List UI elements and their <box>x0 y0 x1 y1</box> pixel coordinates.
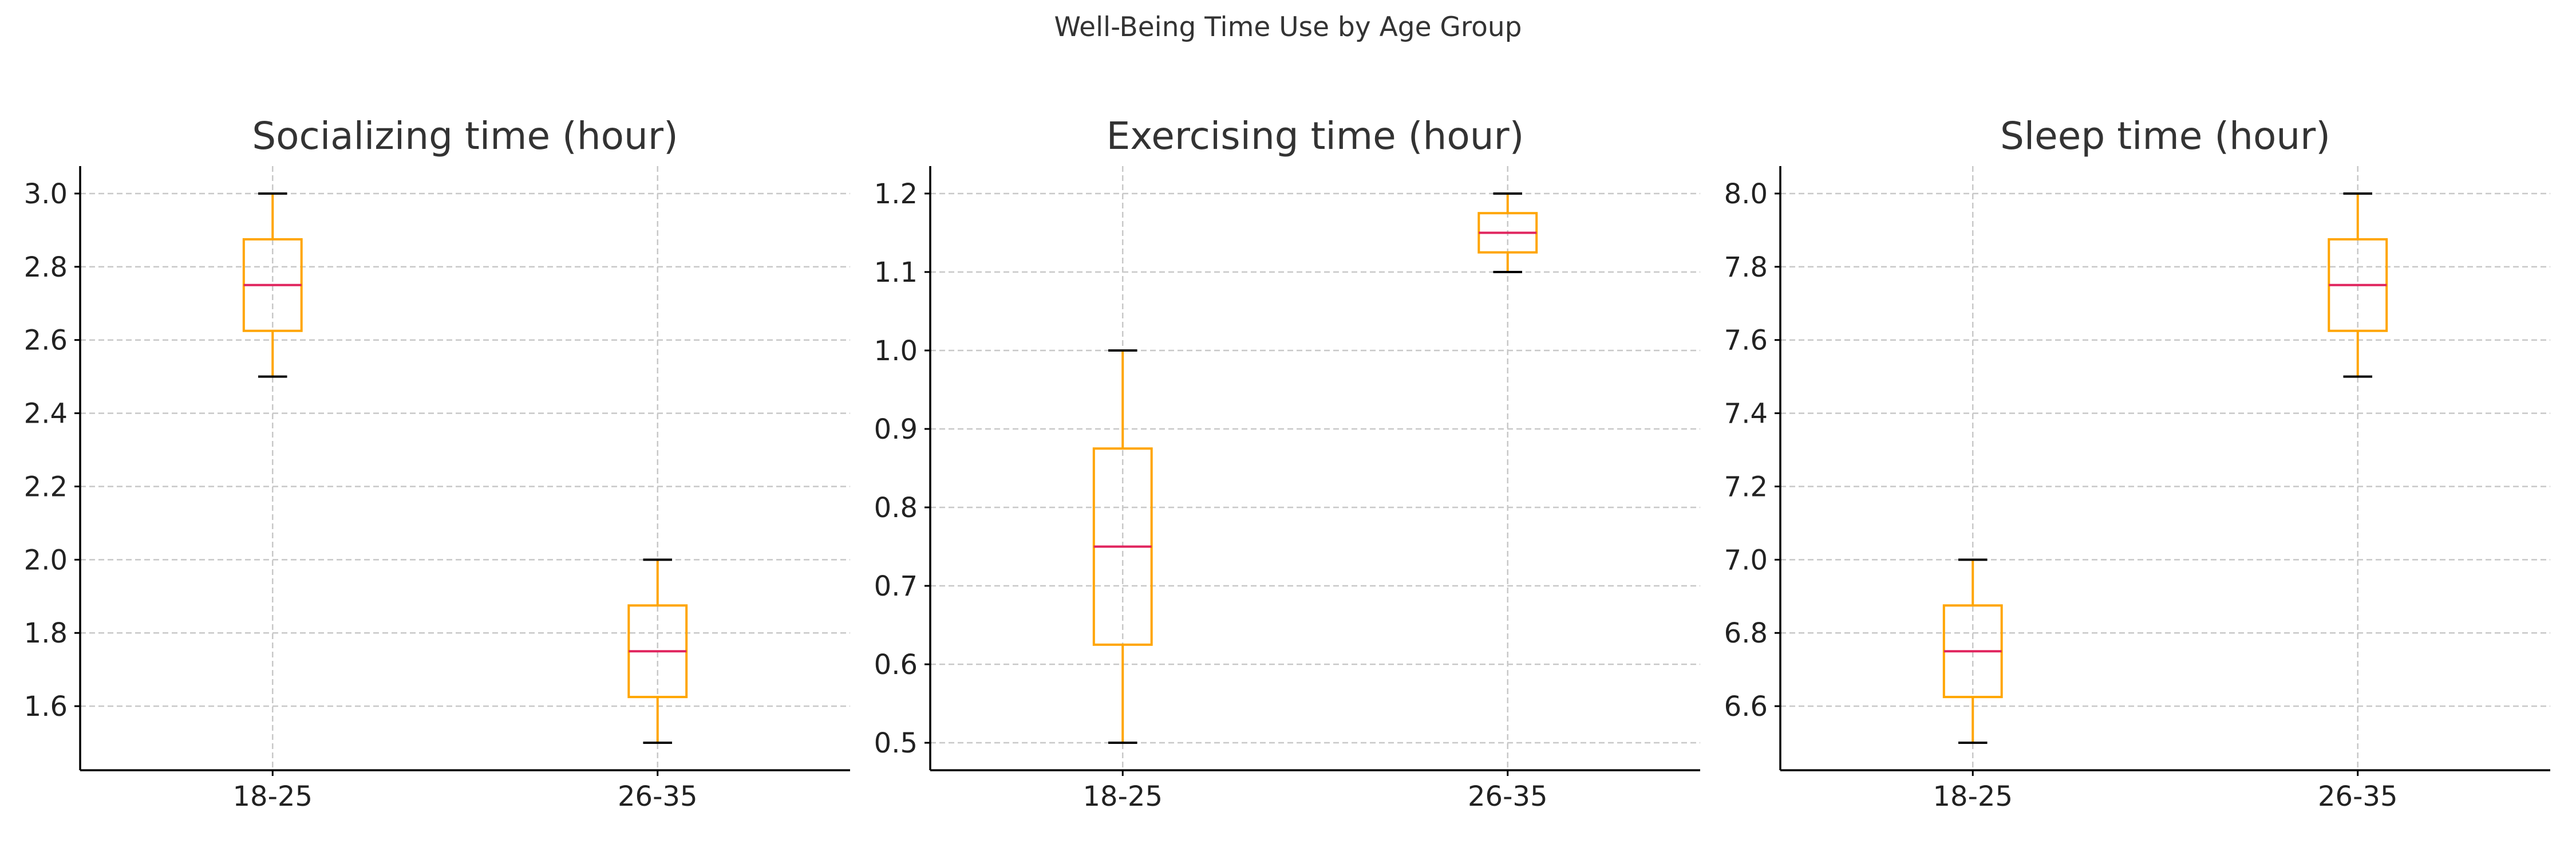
box-18-25 <box>1092 349 1153 744</box>
y-tick-label: 7.2 <box>1724 471 1768 503</box>
y-tick-label: 0.8 <box>874 492 918 524</box>
y-tick-label: 1.1 <box>874 257 918 289</box>
box-26-35 <box>2328 192 2388 378</box>
x-tick-label: 18-25 <box>1083 781 1163 813</box>
y-tick-label: 6.8 <box>1724 617 1768 649</box>
chart-panels: Socializing time (hour) 1.6 1.8 2.0 2.2 2.4 2.… <box>24 114 2550 813</box>
y-tick-label: 7.0 <box>1724 544 1768 576</box>
x-tick-label: 18-25 <box>233 781 313 813</box>
y-tick-label: 7.6 <box>1724 325 1768 357</box>
y-tick-label: 2.6 <box>24 325 68 357</box>
x-tick-label: 18-25 <box>1933 781 2013 813</box>
x-tick-label: 26-35 <box>618 781 697 813</box>
x-tick-label: 26-35 <box>1468 781 1547 813</box>
panel-title: Exercising time (hour) <box>1107 114 1524 158</box>
chart-panel-2: Exercising time (hour) 0.5 0.6 0.7 0.8 0.9 1.0… <box>874 114 1700 813</box>
y-tick-label: 0.6 <box>874 649 918 681</box>
y-tick-label: 1.0 <box>874 335 918 367</box>
chart-panel-3: Sleep time (hour) 6.6 6.8 7.0 7.2 7.4 7.6 7.8 8.… <box>1724 114 2550 813</box>
y-tick-label: 3.0 <box>24 178 68 210</box>
figure-title: Well-Being Time Use by Age Group <box>1054 11 1522 43</box>
y-tick-label: 7.4 <box>1724 398 1768 430</box>
box-18-25 <box>1942 558 2003 744</box>
y-tick-label: 0.5 <box>874 727 918 759</box>
y-tick-label: 2.0 <box>24 544 68 576</box>
y-tick-label: 2.2 <box>24 471 68 503</box>
y-tick-label: 1.2 <box>874 178 918 210</box>
panel-title: Sleep time (hour) <box>2000 114 2330 158</box>
box-18-25 <box>242 192 303 378</box>
x-tick-label: 26-35 <box>2318 781 2397 813</box>
y-tick-label: 1.6 <box>24 691 68 723</box>
box-26-35 <box>1477 192 1538 273</box>
y-tick-label: 2.8 <box>24 251 68 283</box>
box-26-35 <box>627 558 688 744</box>
y-tick-label: 2.4 <box>24 398 68 430</box>
y-tick-label: 7.8 <box>1724 251 1768 283</box>
y-tick-label: 0.9 <box>874 413 918 446</box>
y-tick-label: 6.6 <box>1724 691 1768 723</box>
y-tick-label: 1.8 <box>24 617 68 649</box>
chart-panel-1: Socializing time (hour) 1.6 1.8 2.0 2.2 2.4 2.… <box>24 114 850 813</box>
y-tick-label: 8.0 <box>1724 178 1768 210</box>
panel-title: Socializing time (hour) <box>252 114 678 158</box>
y-tick-label: 0.7 <box>874 570 918 602</box>
